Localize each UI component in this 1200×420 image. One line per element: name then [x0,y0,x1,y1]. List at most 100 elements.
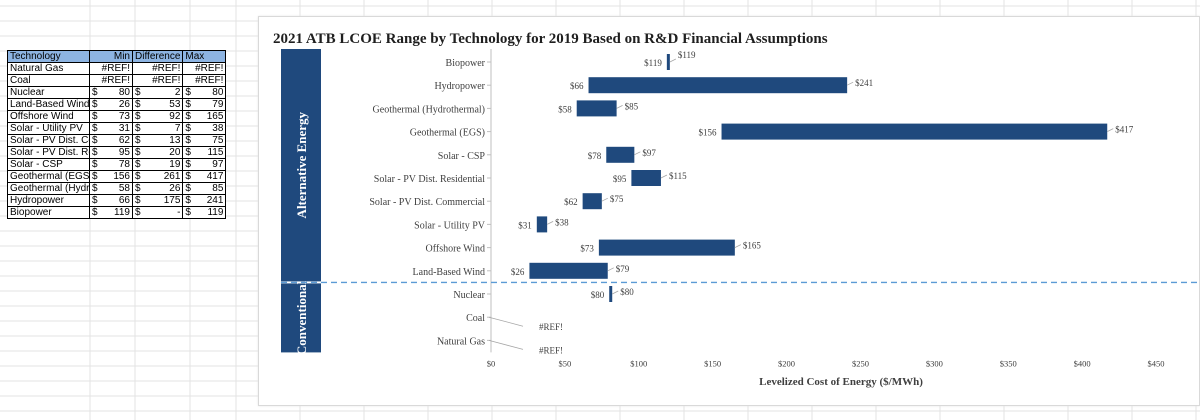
diff-cell[interactable]: #REF! [131,74,184,87]
x-tick-label: $300 [926,358,943,368]
technology-cell[interactable]: Offshore Wind [7,110,90,123]
technology-cell[interactable]: Biopower [7,206,90,219]
range-bar[interactable] [598,239,735,256]
cell-value: 7 [174,123,181,134]
currency-symbol: $ [185,147,191,158]
min-cell[interactable]: $119 [89,206,133,219]
diff-cell[interactable]: #REF! [131,62,184,75]
diff-cell[interactable]: $175 [131,194,184,207]
table-row: Solar - CSP $78 $19 $97 [7,158,227,171]
diff-cell[interactable]: $92 [131,110,184,123]
max-cell[interactable]: $165 [182,110,227,123]
min-cell[interactable]: $58 [89,182,133,195]
x-tick-label: $350 [1000,358,1017,368]
cell-value: 78 [118,159,130,170]
chart-container[interactable]: 2021 ATB LCOE Range by Technology for 20… [258,16,1200,406]
max-value-label: #REF! [539,345,563,355]
max-cell[interactable]: #REF! [182,62,227,75]
min-cell[interactable]: #REF! [89,74,133,87]
table-row: Hydropower $66 $175 $241 [7,194,227,207]
diff-cell[interactable]: $20 [131,146,184,159]
technology-cell[interactable]: Solar - Utility PV [7,122,90,135]
max-cell[interactable]: $417 [182,170,227,183]
range-bar[interactable] [721,123,1108,140]
range-bar[interactable] [529,262,608,279]
max-value-label: $115 [669,171,687,181]
category-label: Solar - CSP [438,151,486,162]
diff-cell[interactable]: $ - [131,206,184,219]
min-cell[interactable]: $73 [89,110,133,123]
max-cell[interactable]: $97 [182,158,227,171]
max-cell[interactable]: $119 [182,206,227,219]
min-cell[interactable]: $31 [89,122,133,135]
max-cell[interactable]: $80 [182,86,227,99]
technology-cell[interactable]: Geothermal (EGS) [7,170,90,183]
technology-cell[interactable]: Hydropower [7,194,90,207]
range-bar[interactable] [588,77,848,94]
category-label: Natural Gas [437,336,485,347]
max-cell[interactable]: $115 [182,146,227,159]
technology-cell[interactable]: Coal [7,74,90,87]
technology-cell[interactable]: Solar - PV Dist. Co [7,134,90,147]
technology-cell[interactable]: Geothermal (Hydr [7,182,90,195]
range-bar[interactable] [631,170,661,186]
diff-cell[interactable]: $7 [131,122,184,135]
diff-cell[interactable]: $26 [131,182,184,195]
column-header[interactable]: Max [182,50,227,63]
cell-value: 53 [169,99,181,110]
technology-cell[interactable]: Solar - CSP [7,158,90,171]
min-cell[interactable]: $95 [89,146,133,159]
currency-symbol: $ [185,183,191,194]
cell-value: 80 [212,87,224,98]
cell-value: 66 [118,195,130,206]
min-cell[interactable]: $66 [89,194,133,207]
column-header[interactable]: Min [89,50,133,63]
technology-cell[interactable]: Solar - PV Dist. Re [7,146,90,159]
column-header[interactable]: Difference [131,50,184,63]
technology-cell[interactable]: Nuclear [7,86,90,99]
technology-cell[interactable]: Land-Based Wind [7,98,90,111]
max-cell[interactable]: $79 [182,98,227,111]
range-bar[interactable] [576,100,617,117]
max-cell[interactable]: #REF! [182,74,227,87]
min-cell[interactable]: $78 [89,158,133,171]
min-value-label: $26 [511,267,525,277]
currency-symbol: $ [135,183,141,194]
cell-value: 26 [118,99,130,110]
min-cell[interactable]: $156 [89,170,133,183]
cell-value: 119 [114,207,130,218]
range-bar[interactable] [536,216,548,233]
currency-symbol: $ [185,87,191,98]
currency-symbol: $ [185,123,191,134]
range-bar[interactable] [582,193,602,210]
max-cell[interactable]: $241 [182,194,227,207]
max-cell[interactable]: $75 [182,134,227,147]
min-cell[interactable]: $80 [89,86,133,99]
range-bar[interactable] [609,286,613,302]
cell-value: 62 [118,135,130,146]
currency-symbol: $ [135,207,141,218]
max-cell[interactable]: $85 [182,182,227,195]
min-cell[interactable]: $62 [89,134,133,147]
currency-symbol: $ [135,195,141,206]
min-cell[interactable]: $26 [89,98,133,111]
range-bar[interactable] [606,146,635,163]
x-axis-title: Levelized Cost of Energy ($/MWh) [759,376,923,388]
currency-symbol: $ [92,87,98,98]
label-leader-line [660,174,668,179]
x-tick-label: $150 [704,358,721,368]
cell-value: 79 [212,99,224,110]
max-value-label: $80 [620,287,634,297]
currency-symbol: $ [185,159,191,170]
diff-cell[interactable]: $53 [131,98,184,111]
diff-cell[interactable]: $19 [131,158,184,171]
diff-cell[interactable]: $2 [131,86,184,99]
min-value-label: $80 [591,290,605,300]
column-header[interactable]: Technology [7,50,90,63]
diff-cell[interactable]: $261 [131,170,184,183]
technology-cell[interactable]: Natural Gas [7,62,90,75]
min-cell[interactable]: #REF! [89,62,133,75]
diff-cell[interactable]: $13 [131,134,184,147]
range-bar[interactable] [666,54,670,70]
max-cell[interactable]: $38 [182,122,227,135]
